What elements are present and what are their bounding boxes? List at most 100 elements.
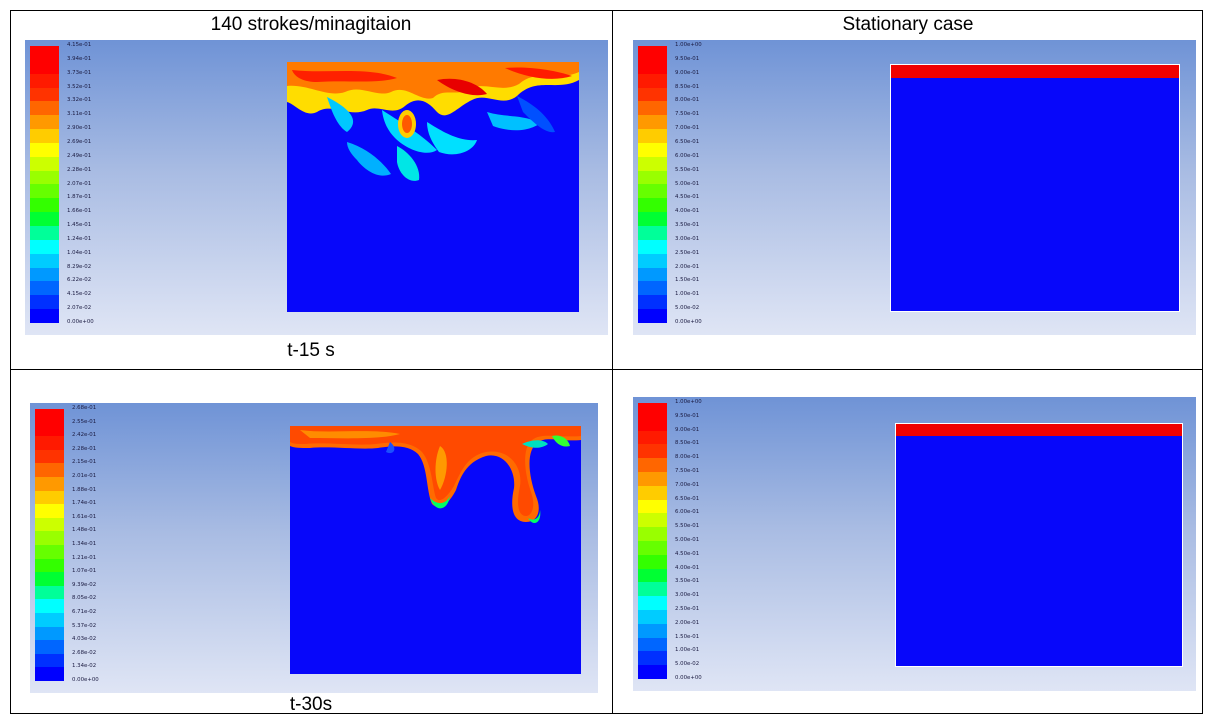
header-agitation: 140 strokes/minagitaion: [210, 14, 412, 35]
colorbar-tick-label: 4.50e-01: [675, 550, 700, 557]
colorbar-tick-label: 3.00e-01: [675, 235, 700, 242]
colorbar-tick-label: 2.68e-02: [72, 649, 97, 656]
colorbar-segment: [638, 295, 667, 310]
colorbar-tick-label: 8.00e-01: [675, 97, 700, 104]
colorbar-segment: [638, 129, 667, 143]
colorbar-segment: [35, 436, 64, 450]
colorbar-tick-label: 3.52e-01: [67, 83, 92, 90]
colorbar-tick-label: 1.66e-01: [67, 208, 92, 215]
colorbar-tick-label: 1.07e-01: [72, 568, 97, 575]
colorbar-segment: [638, 582, 667, 597]
colorbar-tick-label: 9.50e-01: [675, 412, 700, 419]
colorbar-segment: [638, 637, 667, 652]
colorbar-tick-label: 3.50e-01: [675, 578, 700, 585]
colorbar-tick-label: 3.00e-01: [675, 592, 700, 599]
colorbar-segment: [638, 665, 667, 679]
colorbar-tick-label: 1.74e-01: [72, 500, 97, 507]
colorbar-tick-label: 2.42e-01: [72, 432, 97, 439]
colorbar-tick-label: 5.00e-02: [675, 305, 700, 312]
colorbar-segment: [30, 281, 59, 296]
colorbar: [638, 403, 667, 679]
colorbar-segment: [638, 225, 667, 240]
colorbar-tick-label: 8.00e-01: [675, 454, 700, 461]
colorbar-segment: [35, 531, 64, 545]
colorbar: [35, 409, 64, 681]
colorbar-segment: [638, 430, 667, 445]
colorbar-segment: [30, 156, 59, 171]
colorbar-tick-label: 0.00e+00: [72, 677, 99, 683]
colorbar-segment: [638, 156, 667, 171]
colorbar-segment: [638, 184, 667, 199]
colorbar-tick-label: 1.61e-01: [72, 513, 97, 520]
volume-fraction-contours: [290, 426, 581, 524]
colorbar-segment: [35, 667, 64, 681]
contour-panel-stationary-bottom: 1.00e+00 9.50e-01 9.00e-01 8.50e-01 8.00e-01…: [633, 397, 1196, 691]
colorbar-segment: [30, 225, 59, 240]
colorbar-tick-label: 9.00e-01: [675, 69, 700, 76]
colorbar-tick-label: 7.00e-01: [675, 125, 700, 132]
colorbar-tick-label: 3.94e-01: [67, 55, 92, 62]
colorbar-segment: [30, 46, 59, 60]
colorbar-tick-label: 5.50e-01: [675, 523, 700, 530]
colorbar-segment: [638, 568, 667, 583]
tank-domain: [895, 423, 1183, 667]
colorbar-segment: [35, 517, 64, 532]
colorbar-tick-label: 8.29e-02: [67, 263, 92, 270]
colorbar-tick-label: 2.00e-01: [675, 619, 700, 626]
colorbar-segment: [30, 239, 59, 254]
colorbar-segment: [638, 609, 667, 624]
colorbar-segment: [30, 101, 59, 116]
colorbar-tick-label: 8.50e-01: [675, 440, 700, 447]
colorbar-segment: [30, 142, 59, 157]
colorbar-tick-label: 1.21e-01: [72, 554, 97, 561]
colorbar-tick-label: 8.05e-02: [72, 595, 97, 602]
colorbar-tick-label: 5.00e-01: [675, 180, 700, 187]
colorbar-segment: [30, 129, 59, 143]
colorbar-tick-label: 2.50e-01: [675, 249, 700, 256]
colorbar-tick-label: 7.50e-01: [675, 111, 700, 118]
colorbar-tick-label: 4.15e-02: [67, 291, 92, 298]
tank-domain: [287, 62, 579, 312]
colorbar-segment: [35, 572, 64, 586]
colorbar-tick-label: 1.00e-01: [675, 291, 700, 298]
colorbar-tick-label: 1.34e-02: [72, 663, 97, 670]
tank-domain: [290, 426, 581, 674]
colorbar-tick-label: 1.50e-01: [675, 633, 700, 640]
colorbar-segment: [638, 212, 667, 226]
colorbar-tick-label: 4.00e-01: [675, 208, 700, 215]
colorbar-segment: [638, 59, 667, 74]
colorbar-tick-label: 6.50e-01: [675, 495, 700, 502]
colorbar-segment: [30, 295, 59, 310]
colorbar-tick-label: 9.50e-01: [675, 55, 700, 62]
colorbar-segment: [30, 267, 59, 282]
colorbar-tick-label: 1.45e-01: [67, 222, 92, 229]
row-divider: [10, 369, 1203, 370]
colorbar-tick-label: 2.90e-01: [67, 125, 92, 132]
colorbar-segment: [638, 485, 667, 500]
colorbar-tick-label: 7.50e-01: [675, 468, 700, 474]
colorbar-segment: [30, 170, 59, 185]
colorbar-tick-label: 6.00e-01: [675, 509, 700, 516]
colorbar: [30, 46, 59, 323]
free-surface-band: [896, 424, 1182, 436]
colorbar-segment: [638, 596, 667, 610]
colorbar-tick-label: 2.28e-01: [72, 445, 97, 452]
colorbar-tick-label: 0.00e+00: [67, 319, 94, 325]
colorbar-segment: [35, 463, 64, 477]
colorbar-segment: [638, 471, 667, 486]
colorbar-segment: [638, 115, 667, 130]
colorbar-tick-label: 3.50e-01: [675, 222, 700, 229]
column-divider: [612, 10, 613, 714]
colorbar-tick-label: 5.50e-01: [675, 166, 700, 173]
colorbar-segment: [638, 101, 667, 116]
colorbar-segment: [35, 653, 64, 668]
colorbar-tick-label: 4.00e-01: [675, 564, 700, 571]
colorbar-segment: [638, 253, 667, 268]
colorbar-tick-label: 1.87e-01: [67, 194, 92, 201]
volume-fraction-contours: [287, 62, 579, 181]
colorbar-segment: [638, 527, 667, 541]
colorbar-segment: [30, 115, 59, 130]
colorbar-segment: [35, 544, 64, 559]
colorbar-segment: [35, 449, 64, 464]
colorbar-segment: [638, 540, 667, 555]
